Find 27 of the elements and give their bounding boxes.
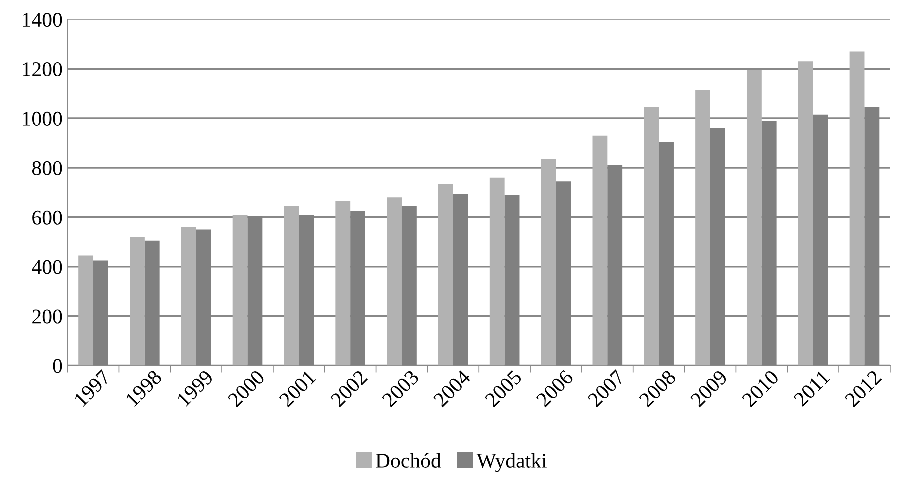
bar <box>181 227 196 366</box>
y-tick-label: 0 <box>53 359 62 374</box>
bar <box>438 184 454 366</box>
y-tick-label: 200 <box>32 310 62 324</box>
bar <box>746 70 762 366</box>
y-tick-label: 1400 <box>23 13 62 28</box>
y-tick-label: 1200 <box>23 62 62 77</box>
bar <box>78 256 94 366</box>
bar <box>798 62 814 366</box>
bar <box>232 214 248 366</box>
y-tick-label: 600 <box>32 210 62 225</box>
bar <box>696 90 710 366</box>
x-tick-label: 2011 <box>793 370 831 408</box>
bar <box>284 206 300 366</box>
bar <box>592 136 608 366</box>
bar <box>387 198 402 366</box>
legend-label: Wydatki <box>476 453 547 472</box>
y-tick-label: 400 <box>32 260 62 274</box>
bar <box>336 201 351 366</box>
y-tick-label: 1000 <box>23 112 62 126</box>
bar <box>850 52 865 366</box>
bar <box>541 159 556 366</box>
bar <box>130 237 145 366</box>
y-tick-label: 800 <box>32 161 62 176</box>
bar <box>644 107 660 366</box>
bar <box>490 178 505 366</box>
legend-label: Dochód <box>376 453 442 468</box>
